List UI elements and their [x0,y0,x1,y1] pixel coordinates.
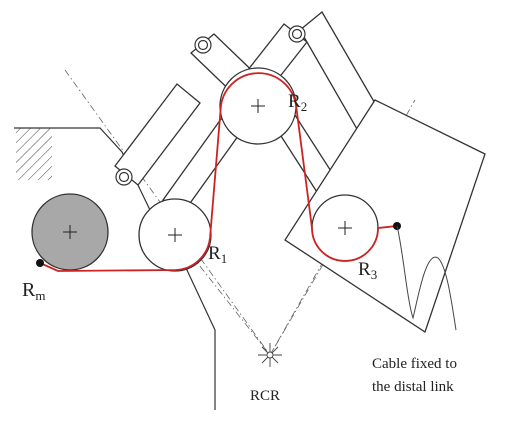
center-marks [63,99,352,242]
label-rcr: RCR [250,388,280,404]
cable-anchor-motor [36,259,44,267]
label-rm: Rm [22,279,45,303]
cable-note-line1: Cable fixed to [372,356,457,372]
ground-hatch [16,128,52,180]
cable-tail [396,225,457,331]
distal-link [284,99,486,334]
cable [39,72,398,272]
rcr-marker [258,343,282,367]
label-r2: R2 [288,91,307,114]
cable-note-line2: the distal link [372,379,454,395]
label-r1: R1 [208,243,227,266]
label-r3: R3 [358,259,377,282]
